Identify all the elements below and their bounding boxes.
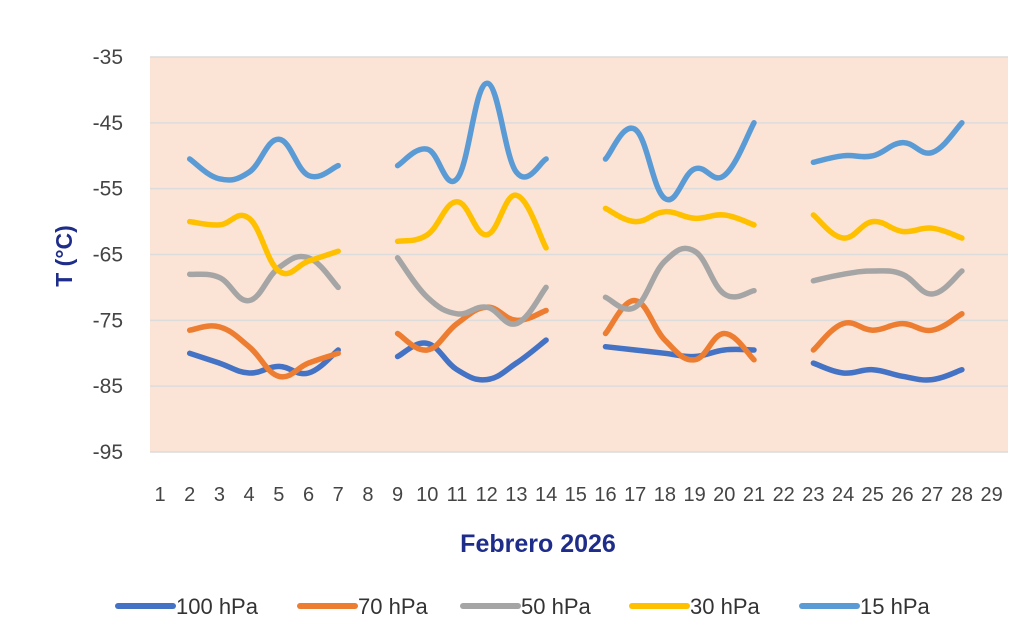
- series-line: [394, 255, 549, 327]
- series-line: [602, 205, 757, 228]
- x-tick-label: 22: [773, 484, 795, 506]
- legend-item: 100 hPa: [115, 594, 259, 619]
- x-tick-label: 21: [743, 484, 765, 506]
- x-tick-label: 14: [535, 484, 557, 506]
- x-tick-label: 11: [447, 484, 468, 506]
- series-line: [394, 337, 549, 383]
- x-tick-label: 4: [244, 484, 255, 506]
- series-line: [186, 347, 341, 377]
- series-line: [186, 136, 341, 183]
- legend: 100 hPa 70 hPa 50 hPa 30 hPa 15 hPa: [115, 594, 930, 619]
- series-line: [602, 245, 757, 312]
- gridlines: [150, 56, 1008, 453]
- y-tick-label: -35: [93, 46, 123, 69]
- x-tick-label: 19: [683, 484, 705, 506]
- x-tick-label: 2: [184, 484, 195, 506]
- series-line: [810, 268, 965, 297]
- legend-label: 100 hPa: [176, 594, 259, 619]
- y-tick-labels: -35 -45 -55 -65 -75 -85 -95: [93, 46, 123, 464]
- series-line: [602, 120, 757, 203]
- x-tick-label: 24: [832, 484, 854, 506]
- x-tick-label: 9: [392, 484, 403, 506]
- legend-label: 30 hPa: [690, 594, 760, 619]
- x-tick-label: 23: [802, 484, 824, 506]
- x-tick-label: 3: [214, 484, 225, 506]
- x-tick-label: 12: [476, 484, 498, 506]
- series-line: [186, 323, 341, 380]
- legend-item: 15 hPa: [799, 594, 930, 619]
- series-30-hpa: [186, 192, 965, 277]
- x-tick-label: 6: [303, 484, 314, 506]
- x-tick-label: 27: [921, 484, 943, 506]
- x-tick-labels: 1 2 3 4 5 6 7 8 9 10 11 12 13 14 15 16 17 18 19 20 21 22 23 24 2…: [154, 484, 1002, 506]
- x-tick-label: 1: [154, 484, 165, 506]
- x-tick-label: 20: [713, 484, 735, 506]
- series-line: [394, 80, 549, 185]
- x-axis-label: Febrero 2026: [460, 530, 616, 558]
- y-tick-label: -55: [93, 178, 123, 201]
- x-tick-label: 17: [624, 484, 646, 506]
- x-tick-label: 13: [505, 484, 527, 506]
- y-axis-label: T (°C): [51, 225, 77, 287]
- series-line: [394, 192, 549, 251]
- legend-label: 15 hPa: [860, 594, 930, 619]
- series-lines: [186, 80, 965, 383]
- x-tick-label: 26: [891, 484, 913, 506]
- series-15-hpa: [186, 80, 965, 203]
- series-line: [810, 360, 965, 383]
- x-tick-label: 18: [654, 484, 676, 506]
- x-tick-label: 10: [416, 484, 438, 506]
- series-line: [602, 297, 757, 363]
- legend-label: 70 hPa: [358, 594, 428, 619]
- legend-item: 50 hPa: [460, 594, 591, 619]
- y-tick-label: -65: [93, 244, 123, 267]
- x-tick-label: 8: [362, 484, 373, 506]
- x-tick-label: 5: [273, 484, 284, 506]
- y-tick-label: -85: [93, 375, 123, 398]
- x-tick-label: 29: [980, 484, 1002, 506]
- legend-item: 30 hPa: [629, 594, 760, 619]
- series-line: [810, 311, 965, 353]
- x-tick-label: 25: [862, 484, 884, 506]
- x-tick-label: 7: [333, 484, 344, 506]
- series-line: [810, 120, 965, 166]
- series-line: [186, 212, 341, 277]
- series-line: [810, 212, 965, 241]
- y-tick-label: -45: [93, 112, 123, 135]
- x-tick-label: 15: [565, 484, 587, 506]
- y-tick-label: -75: [93, 309, 123, 332]
- x-tick-label: 16: [594, 484, 616, 506]
- legend-item: 70 hPa: [297, 594, 428, 619]
- legend-label: 50 hPa: [521, 594, 591, 619]
- x-tick-label: 28: [951, 484, 973, 506]
- y-tick-label: -95: [93, 441, 123, 464]
